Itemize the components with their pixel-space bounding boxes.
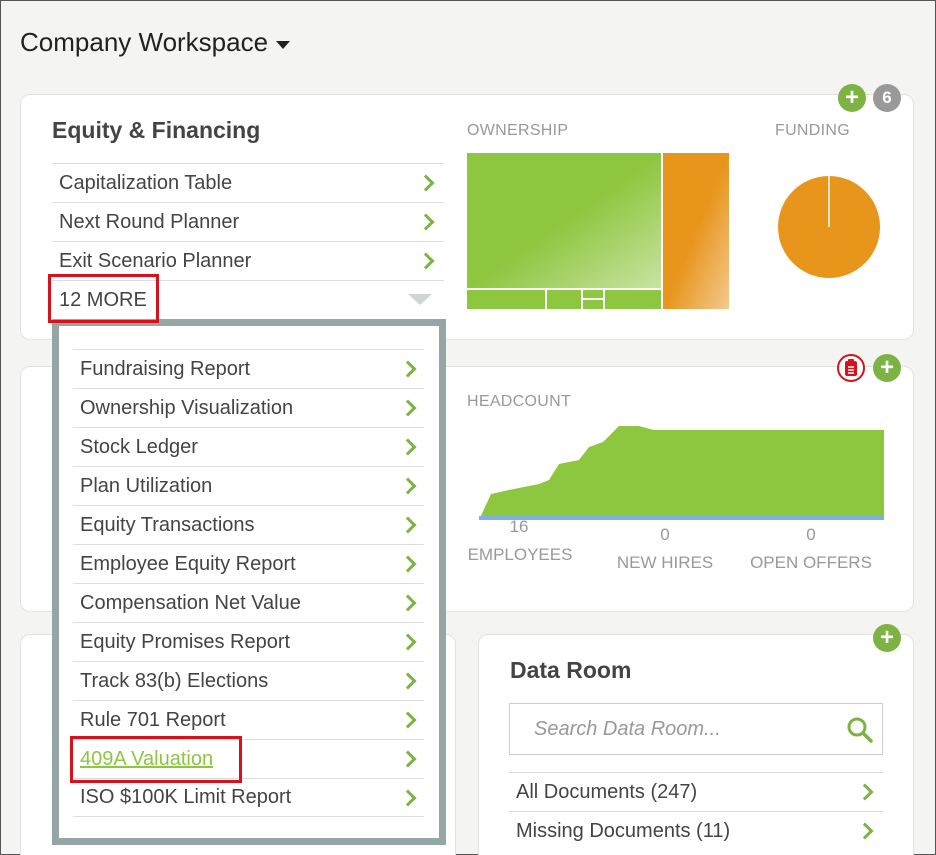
dropdown-item-plan-utilization[interactable]: Plan Utilization <box>73 466 424 505</box>
triangle-down-icon <box>408 294 432 305</box>
funding-pie-chart[interactable] <box>777 175 881 279</box>
ownership-label: OWNERSHIP <box>467 122 569 139</box>
chevron-right-icon <box>399 672 417 690</box>
add-document-button[interactable]: + <box>873 624 901 652</box>
chevron-right-icon <box>399 711 417 729</box>
list-item-label: Capitalization Table <box>59 171 233 194</box>
chevron-right-icon <box>856 783 874 801</box>
dropdown-item-409a-valuation[interactable]: 409A Valuation <box>73 739 424 778</box>
chevron-right-icon <box>399 789 417 806</box>
more-label: 12 MORE <box>59 288 147 311</box>
treemap-cell <box>467 290 545 309</box>
dropdown-item-label: Equity Transactions <box>80 513 255 536</box>
data-room-item-missing-documents[interactable]: Missing Documents (11) <box>509 811 883 850</box>
headcount-label: HEADCOUNT <box>467 393 572 410</box>
dropdown-item-employee-equity-report[interactable]: Employee Equity Report <box>73 544 424 583</box>
dropdown-item-label: Plan Utilization <box>80 474 213 497</box>
chevron-right-icon <box>399 399 417 417</box>
list-item-capitalization-table[interactable]: Capitalization Table <box>52 163 444 202</box>
search-placeholder: Search Data Room... <box>534 717 721 740</box>
equity-card-title: Equity & Financing <box>52 117 261 143</box>
treemap-cell <box>605 290 661 309</box>
chevron-right-icon <box>856 822 874 840</box>
headcount-area-chart[interactable] <box>479 422 884 522</box>
chevron-right-icon <box>399 555 417 573</box>
chevron-right-icon <box>399 516 417 534</box>
dropdown-item-rule-701-report[interactable]: Rule 701 Report <box>73 700 424 739</box>
dropdown-item-fundraising-report[interactable]: Fundraising Report <box>73 349 424 388</box>
data-room-search-input[interactable]: Search Data Room... <box>509 703 883 755</box>
search-icon[interactable] <box>846 716 874 744</box>
funding-label: FUNDING <box>775 122 850 139</box>
dropdown-item-stock-ledger[interactable]: Stock Ledger <box>73 427 424 466</box>
dropdown-item-track-83b-elections[interactable]: Track 83(b) Elections <box>73 661 424 700</box>
chevron-right-icon <box>399 438 417 456</box>
dropdown-item-label[interactable]: 409A Valuation <box>80 747 214 770</box>
headcount-area <box>479 426 884 520</box>
treemap-cell <box>583 290 603 298</box>
list-item-label: Next Round Planner <box>59 210 240 233</box>
treemap-cell <box>547 290 581 309</box>
chevron-right-icon <box>417 252 435 270</box>
list-item-next-round-planner[interactable]: Next Round Planner <box>52 202 444 241</box>
list-item-label: All Documents (247) <box>516 780 698 803</box>
highlight-more-toggle <box>48 274 159 323</box>
data-room-item-all-documents[interactable]: All Documents (247) <box>509 772 883 811</box>
dropdown-item-label: ISO $100K Limit Report <box>80 786 292 808</box>
chevron-right-icon <box>417 213 435 231</box>
new-hires-count: 0 <box>660 525 670 544</box>
more-reports-dropdown: Fundraising Report Ownership Visualizati… <box>52 319 446 845</box>
data-room-title: Data Room <box>510 657 632 683</box>
dropdown-item-label: Rule 701 Report <box>80 708 226 731</box>
treemap-cell <box>583 300 603 309</box>
treemap-cell <box>663 153 729 309</box>
more-toggle[interactable]: 12 MORE <box>52 280 444 319</box>
list-item-label: Exit Scenario Planner <box>59 249 252 272</box>
dropdown-item-label: Stock Ledger <box>80 435 198 458</box>
caret-down-icon[interactable] <box>276 40 291 49</box>
equity-financing-card: Equity & Financing Capitalization Table … <box>20 94 914 340</box>
page-title[interactable]: Company Workspace <box>20 27 291 58</box>
notification-count-badge[interactable]: 6 <box>873 84 901 112</box>
chevron-right-icon <box>399 360 417 378</box>
page-title-text: Company Workspace <box>20 27 269 57</box>
dropdown-item-equity-promises-report[interactable]: Equity Promises Report <box>73 622 424 661</box>
employees-label: EMPLOYEES <box>467 545 573 564</box>
dropdown-item-equity-transactions[interactable]: Equity Transactions <box>73 505 424 544</box>
open-offers-label: OPEN OFFERS <box>750 553 872 572</box>
dropdown-item-compensation-net-value[interactable]: Compensation Net Value <box>73 583 424 622</box>
clipboard-alert-icon[interactable] <box>837 354 865 382</box>
chevron-right-icon <box>399 594 417 612</box>
dropdown-item-iso-100k-limit-report[interactable]: ISO $100K Limit Report <box>73 778 424 817</box>
dropdown-item-label: Employee Equity Report <box>80 552 296 575</box>
dropdown-item-ownership-visualization[interactable]: Ownership Visualization <box>73 388 424 427</box>
highlight-409a-valuation <box>70 736 242 783</box>
list-item-exit-scenario-planner[interactable]: Exit Scenario Planner <box>52 241 444 280</box>
treemap-cell <box>467 153 661 288</box>
new-hires-label: NEW HIRES <box>616 553 714 572</box>
dropdown-item-label: Ownership Visualization <box>80 396 294 419</box>
add-equity-button[interactable]: + <box>838 84 866 112</box>
dropdown-item-label: Equity Promises Report <box>80 630 291 653</box>
dropdown-item-label: Track 83(b) Elections <box>80 669 269 692</box>
chevron-right-icon <box>417 174 435 192</box>
add-people-button[interactable]: + <box>873 354 901 382</box>
chevron-right-icon <box>399 477 417 495</box>
headcount-baseline <box>479 516 884 520</box>
dropdown-item-label: Compensation Net Value <box>80 591 301 614</box>
chevron-right-icon <box>399 750 417 768</box>
ownership-treemap[interactable] <box>467 153 729 309</box>
employees-count: 16 <box>509 517 529 536</box>
open-offers-count: 0 <box>806 525 816 544</box>
dropdown-item-label: Fundraising Report <box>80 357 251 380</box>
list-item-label: Missing Documents (11) <box>516 819 731 842</box>
chevron-right-icon <box>399 633 417 651</box>
